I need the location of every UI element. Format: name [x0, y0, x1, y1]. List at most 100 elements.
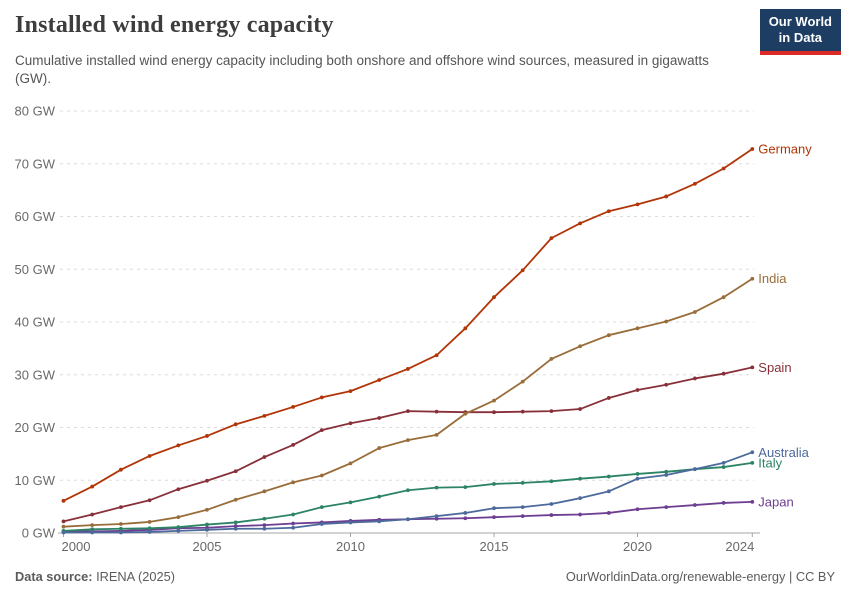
data-point: [377, 446, 382, 450]
data-point: [176, 515, 181, 520]
data-point: [377, 519, 382, 524]
data-point: [377, 416, 382, 420]
data-point: [693, 376, 697, 381]
x-axis-label: 2010: [336, 539, 365, 554]
data-point: [606, 489, 611, 494]
y-axis-label: 0 GW: [22, 526, 56, 541]
data-point: [176, 443, 181, 448]
data-point: [520, 505, 525, 510]
data-point: [578, 344, 582, 349]
data-point: [549, 236, 554, 241]
data-point: [693, 503, 697, 507]
series-label-italy[interactable]: Italy: [758, 455, 782, 470]
data-point: [664, 194, 669, 199]
data-point: [319, 522, 324, 526]
y-axis-label: 80 GW: [15, 104, 56, 119]
data-point: [377, 494, 382, 499]
x-axis-label: 2000: [62, 539, 91, 554]
owid-logo[interactable]: Our World in Data: [759, 9, 841, 55]
data-point: [262, 489, 267, 494]
series-label-australia[interactable]: Australia: [758, 445, 809, 460]
data-point: [119, 467, 123, 472]
data-point: [262, 516, 267, 521]
y-axis-label: 60 GW: [15, 209, 56, 224]
chart-subtitle: Cumulative installed wind energy capacit…: [15, 53, 709, 86]
data-point: [233, 497, 238, 502]
data-point: [90, 530, 95, 535]
data-point: [319, 428, 324, 433]
data-point: [463, 411, 468, 416]
data-point: [492, 482, 496, 486]
data-point: [90, 484, 95, 489]
wind-capacity-line-chart[interactable]: 0 GW 10 GW 20 GW 30 GW 40 GW 50 GW 60 GW 70 GW 8…: [0, 95, 850, 565]
owid-logo-line1: Our World: [768, 14, 832, 29]
data-point: [549, 409, 554, 414]
data-point: [119, 522, 123, 526]
data-point: [721, 166, 726, 171]
data-point: [606, 396, 611, 400]
series-line-spain[interactable]: [62, 366, 754, 523]
data-point: [520, 379, 525, 384]
y-axis-label: 50 GW: [15, 262, 56, 277]
x-axis-label: 2020: [623, 539, 652, 554]
series-label-india[interactable]: India: [758, 271, 787, 286]
data-point: [348, 461, 353, 466]
data-point: [319, 395, 324, 400]
x-axis-label: 2024: [725, 539, 754, 554]
data-point: [578, 512, 582, 517]
data-point: [463, 485, 468, 490]
y-axis-label: 40 GW: [15, 315, 56, 330]
data-point: [147, 530, 152, 534]
data-point: [291, 525, 295, 530]
data-point: [721, 460, 726, 465]
data-point: [635, 202, 640, 207]
data-point: [463, 516, 468, 521]
data-point: [549, 357, 554, 361]
series-label-germany[interactable]: Germany: [758, 141, 812, 156]
data-point: [578, 476, 582, 481]
data-point: [147, 520, 152, 524]
data-point: [434, 485, 439, 490]
data-point: [635, 388, 640, 392]
data-point: [205, 434, 209, 438]
data-point: [262, 523, 267, 527]
data-point: [721, 501, 726, 505]
data-point: [693, 310, 697, 314]
series-label-japan[interactable]: Japan: [758, 494, 793, 509]
data-point: [750, 450, 755, 455]
data-point: [119, 505, 123, 510]
owid-logo-line2: in Data: [778, 30, 823, 46]
series-label-spain[interactable]: Spain: [758, 360, 791, 375]
data-point: [348, 500, 353, 505]
data-point: [721, 295, 726, 300]
data-point: [377, 378, 382, 382]
data-point: [750, 147, 755, 151]
y-axis-label: 20 GW: [15, 420, 56, 435]
data-point: [721, 371, 726, 376]
data-source-value: IRENA (2025): [92, 569, 176, 584]
data-point: [664, 473, 669, 477]
data-point: [291, 512, 295, 517]
data-point: [434, 514, 439, 519]
data-point: [205, 527, 209, 532]
data-point: [578, 496, 582, 501]
data-point: [606, 474, 611, 479]
data-point: [750, 365, 755, 370]
data-point: [549, 479, 554, 484]
data-point: [520, 480, 525, 485]
data-point: [119, 530, 123, 535]
data-point: [434, 432, 439, 437]
data-point: [176, 487, 181, 492]
data-point: [434, 409, 439, 414]
data-point: [750, 276, 755, 281]
page-title: Installed wind energy capacity: [15, 12, 334, 38]
data-point: [348, 520, 353, 525]
data-point: [348, 421, 353, 426]
data-point: [291, 480, 295, 485]
data-point: [348, 389, 353, 394]
data-point: [492, 506, 496, 511]
data-point: [434, 516, 439, 521]
data-point: [233, 526, 238, 531]
footer-link[interactable]: OurWorldinData.org/renewable-energy | CC…: [565, 569, 835, 584]
data-point: [492, 295, 496, 300]
